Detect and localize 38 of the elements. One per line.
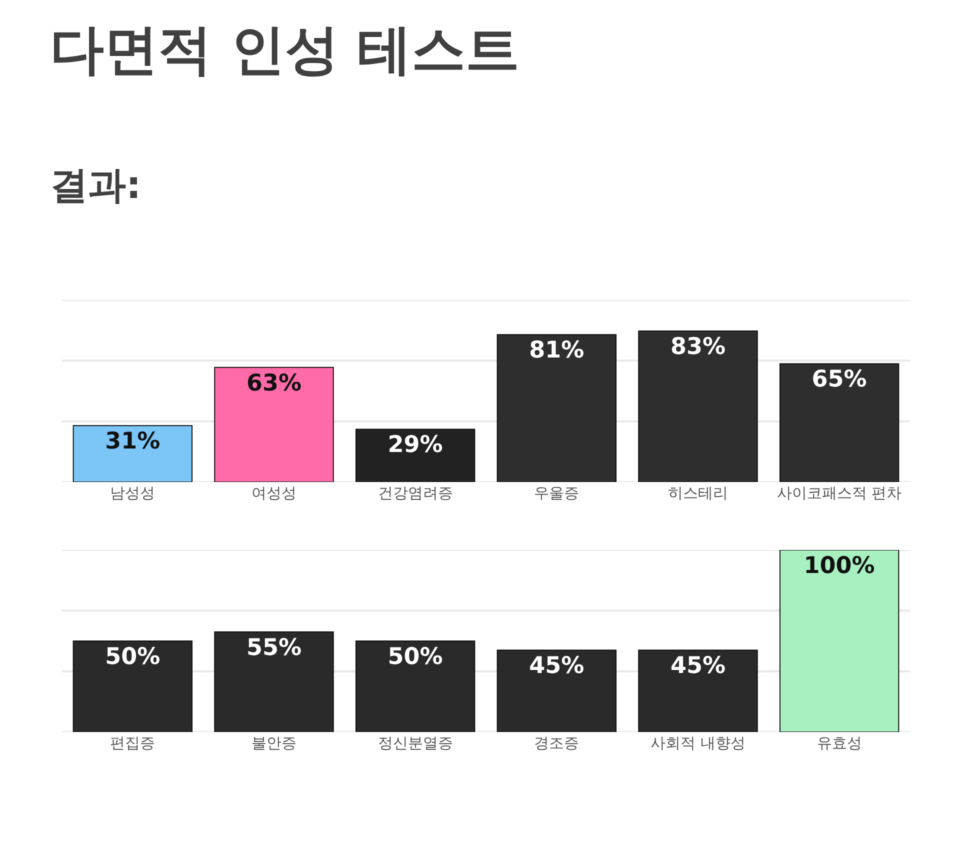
x-tick-label: 여성성 [252, 484, 296, 502]
bar [214, 366, 334, 482]
chart-title: 다면적 인성 테스트 [50, 17, 520, 83]
data-label: 100% [804, 553, 875, 579]
bar [496, 334, 617, 482]
x-tick-label: 사회적 내향성 [650, 734, 746, 752]
bar [355, 428, 476, 482]
bar [355, 640, 476, 732]
x-tick-label: 남성성 [110, 484, 156, 502]
x-tick-label: 우울증 [534, 484, 580, 502]
x-tick-label: 정신분열증 [378, 734, 453, 752]
data-label: 29% [388, 432, 443, 458]
data-label: 83% [670, 334, 726, 360]
bar [779, 363, 900, 482]
bar [779, 550, 900, 732]
bar [214, 631, 334, 732]
x-tick-label: 사이코패스적 편차 [776, 484, 902, 502]
x-tick-label: 경조증 [534, 734, 580, 752]
bar [72, 425, 193, 482]
bar [638, 330, 758, 482]
data-label: 31% [105, 428, 160, 455]
data-label: 81% [529, 338, 584, 364]
x-tick-label: 히스테리 [668, 484, 728, 502]
data-label: 55% [246, 634, 302, 661]
x-tick-label: 건강염려증 [378, 484, 453, 502]
bar [72, 640, 193, 732]
x-tick-label: 불안증 [252, 734, 296, 752]
bar [496, 650, 617, 732]
bar [638, 650, 758, 732]
chart-subtitle: 결과: [50, 162, 142, 209]
data-label: 50% [388, 644, 443, 670]
data-label: 45% [670, 653, 726, 680]
x-tick-label: 유효성 [816, 734, 862, 752]
data-label: 63% [246, 370, 302, 396]
data-label: 65% [812, 366, 867, 393]
data-label: 45% [529, 653, 584, 680]
x-tick-label: 편집증 [110, 734, 156, 752]
data-label: 50% [105, 644, 160, 670]
